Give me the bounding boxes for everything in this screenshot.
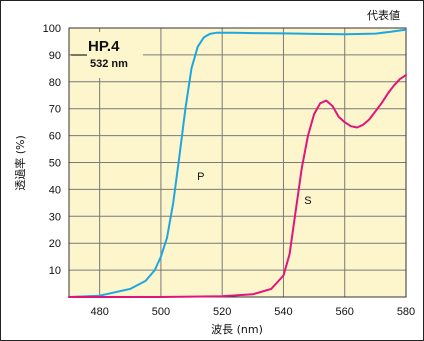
series-label-p: P: [197, 171, 204, 183]
y-axis-ticks: 10 20 30 40 50 60 70 80 90 100: [43, 23, 61, 277]
y-tick-label: 20: [49, 238, 61, 250]
legend-title: HP.4: [88, 38, 120, 55]
x-tick-label: 540: [274, 306, 292, 318]
y-tick-label: 40: [49, 184, 61, 196]
x-tick-label: 560: [336, 306, 354, 318]
legend: HP.4 532 nm: [71, 32, 143, 78]
x-tick-label: 520: [213, 306, 231, 318]
y-axis-label: 透過率 (%): [13, 135, 27, 191]
y-tick-label: 100: [43, 23, 61, 35]
y-tick-label: 80: [49, 77, 61, 89]
x-tick-label: 580: [397, 306, 415, 318]
y-tick-label: 70: [49, 104, 61, 116]
y-tick-label: 60: [49, 131, 61, 143]
x-tick-label: 480: [90, 306, 108, 318]
x-tick-label: 500: [152, 306, 170, 318]
typical-value-note: 代表値: [367, 8, 400, 22]
y-tick-label: 50: [49, 158, 61, 170]
series-layer: PS: [68, 28, 407, 298]
x-axis-label: 波長 (nm): [211, 323, 263, 336]
x-axis-ticks: 480 500 520 540 560 580: [90, 306, 415, 318]
series-label-s: S: [304, 195, 311, 207]
y-tick-label: 90: [49, 50, 61, 62]
series-line-p: [68, 28, 407, 298]
plot-border: [68, 27, 407, 298]
y-tick-label: 30: [49, 211, 61, 223]
y-tick-label: 10: [49, 265, 61, 277]
legend-subtitle: 532 nm: [90, 58, 128, 70]
series-line-s: [68, 74, 407, 298]
